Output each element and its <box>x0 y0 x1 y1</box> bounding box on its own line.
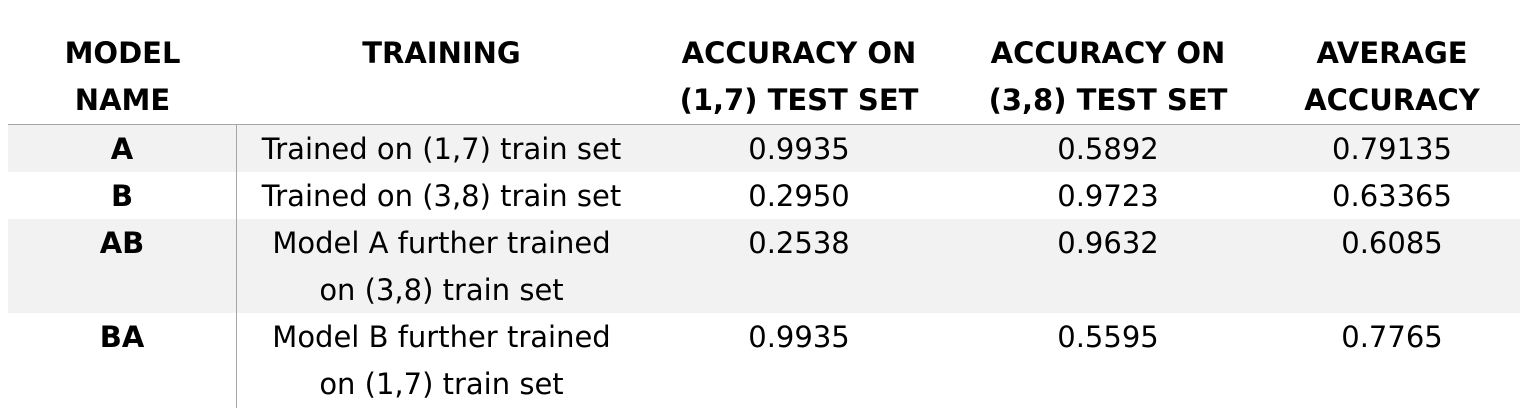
header-text: ACCURACY ON <box>681 36 917 70</box>
table-row: AB Model A further trained on (3,8) trai… <box>8 219 1520 313</box>
header-text: ACCURACY ON <box>990 36 1226 70</box>
header-average-accuracy: AVERAGE ACCURACY <box>1264 0 1520 124</box>
average-accuracy-cell: 0.6085 <box>1341 226 1443 260</box>
average-accuracy-cell: 0.7765 <box>1341 320 1443 354</box>
accuracy-17-cell: 0.9935 <box>748 320 850 354</box>
header-text: (3,8) TEST SET <box>988 83 1228 117</box>
header-text: MODEL <box>64 36 181 70</box>
accuracy-38-cell: 0.9723 <box>1057 179 1159 213</box>
accuracy-17-cell: 0.9935 <box>748 132 850 166</box>
training-text: Model B further trained <box>272 320 611 354</box>
accuracy-38-cell: 0.5595 <box>1057 320 1159 354</box>
table-row: A Trained on (1,7) train set 0.9935 0.58… <box>8 125 1520 172</box>
training-cell: Model A further trained on (3,8) train s… <box>237 219 646 313</box>
model-name-cell: AB <box>8 219 237 313</box>
training-text: Trained on (3,8) train set <box>261 179 622 213</box>
header-text: (1,7) TEST SET <box>679 83 919 117</box>
model-name-cell: B <box>8 172 237 219</box>
table-row: B Trained on (3,8) train set 0.2950 0.97… <box>8 172 1520 219</box>
header-text: AVERAGE <box>1316 36 1468 70</box>
header-text: NAME <box>74 83 171 117</box>
table-header-row: MODEL NAME TRAINING ACCURACY ON (1,7) TE… <box>8 0 1520 125</box>
results-table: MODEL NAME TRAINING ACCURACY ON (1,7) TE… <box>8 0 1520 408</box>
header-accuracy-17: ACCURACY ON (1,7) TEST SET <box>646 0 952 124</box>
header-training: TRAINING <box>237 0 646 124</box>
training-text: on (3,8) train set <box>319 273 564 307</box>
training-text: Model A further trained <box>272 226 611 260</box>
training-cell: Trained on (1,7) train set <box>237 125 646 172</box>
table-row: BA Model B further trained on (1,7) trai… <box>8 313 1520 408</box>
model-name-cell: BA <box>8 313 237 408</box>
accuracy-38-cell: 0.9632 <box>1057 226 1159 260</box>
header-text: TRAINING <box>362 36 521 70</box>
accuracy-17-cell: 0.2950 <box>748 179 850 213</box>
training-text: on (1,7) train set <box>319 367 564 401</box>
training-cell: Trained on (3,8) train set <box>237 172 646 219</box>
average-accuracy-cell: 0.79135 <box>1332 132 1452 166</box>
training-text: Trained on (1,7) train set <box>261 132 622 166</box>
header-text: ACCURACY <box>1304 83 1480 117</box>
accuracy-38-cell: 0.5892 <box>1057 132 1159 166</box>
average-accuracy-cell: 0.63365 <box>1332 179 1452 213</box>
model-name-cell: A <box>8 125 237 172</box>
header-accuracy-38: ACCURACY ON (3,8) TEST SET <box>952 0 1264 124</box>
header-model-name: MODEL NAME <box>8 0 237 124</box>
accuracy-17-cell: 0.2538 <box>748 226 850 260</box>
training-cell: Model B further trained on (1,7) train s… <box>237 313 646 408</box>
